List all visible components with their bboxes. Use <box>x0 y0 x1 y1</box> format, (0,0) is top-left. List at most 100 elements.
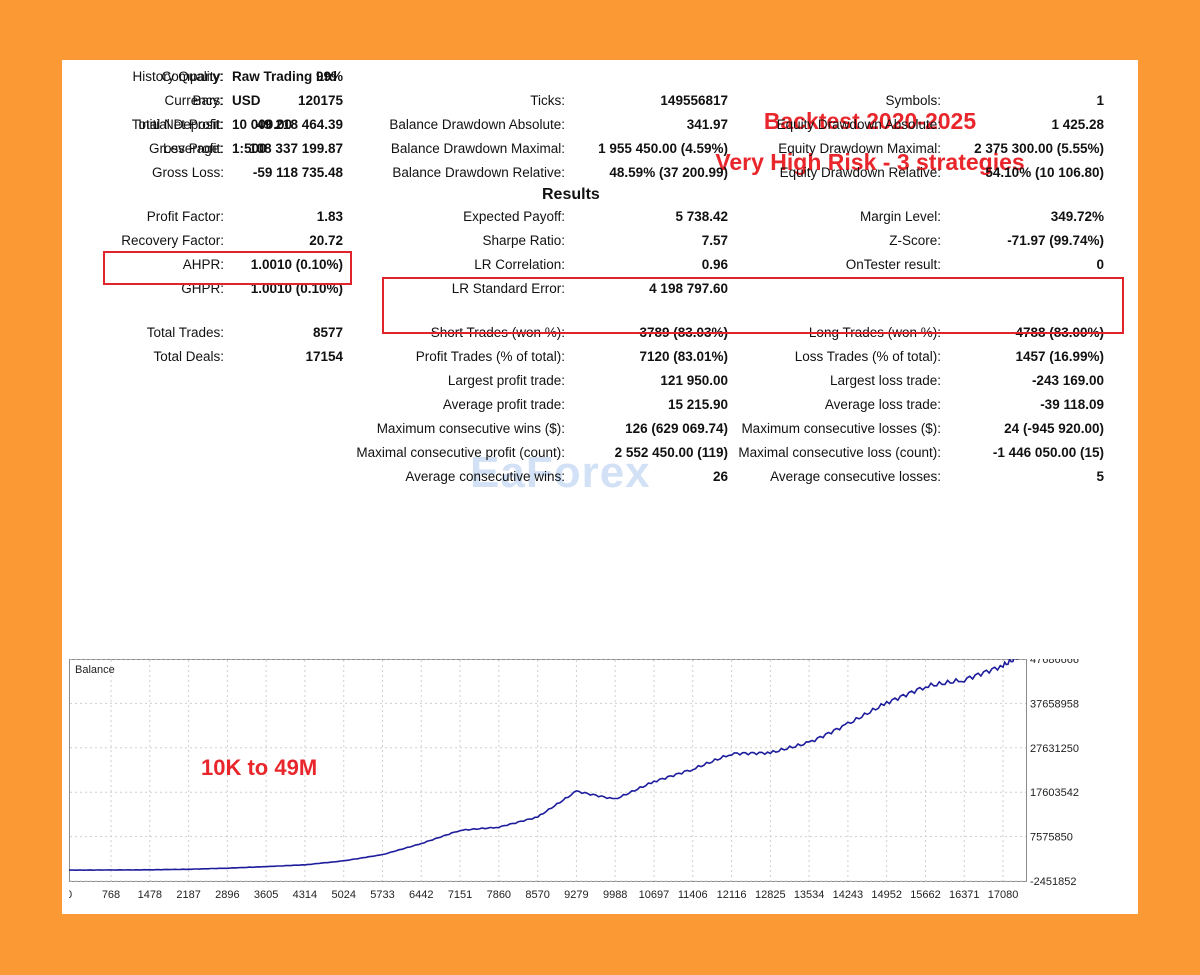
stat-label: Maximal consecutive profit (count): <box>356 445 565 460</box>
stat-label: Maximum consecutive losses ($): <box>741 421 941 436</box>
stat-value: -1 446 050.00 (15) <box>992 445 1104 460</box>
stat-value: 4 198 797.60 <box>649 281 728 296</box>
balance-chart-svg: 0 768 1478 2187 2896 3605 4314 5024 5733 6442 7151… <box>66 649 1079 901</box>
stat-label: Profit Trades (% of total): <box>415 349 565 364</box>
stat-label: Gross Profit: <box>148 141 224 156</box>
stat-value: 341.97 <box>686 117 728 132</box>
stat-value: 5 <box>1096 469 1104 484</box>
stat-label: Maximum consecutive wins ($): <box>376 421 565 436</box>
stat-value: 149556817 <box>660 93 728 108</box>
stat-label: Loss Trades (% of total): <box>794 349 941 364</box>
stat-label: Total Net Profit: <box>131 117 224 132</box>
initial-deposit-label: Initial Deposit: <box>138 117 223 132</box>
stat-value: 1 425.28 <box>1051 117 1104 132</box>
stat-label: Recovery Factor: <box>121 233 224 248</box>
stat-value: 5 738.42 <box>675 209 728 224</box>
stat-label: Expected Payoff: <box>463 209 565 224</box>
stat-label: Average consecutive losses: <box>770 469 941 484</box>
results-title: Results <box>542 186 600 203</box>
stat-value: 7120 (83.01%) <box>639 349 728 364</box>
stat-value: 1.83 <box>316 209 343 224</box>
leverage-value: 1:500 <box>232 141 267 156</box>
stat-label: LR Correlation: <box>474 257 565 272</box>
strategy-report: Company: Raw Trading Ltd Currency: USD I… <box>62 60 1138 914</box>
stat-label: Maximal consecutive loss (count): <box>738 445 941 460</box>
stat-label: Equity Drawdown Relative: <box>779 165 941 180</box>
x-tick-label: 3605 <box>254 889 278 901</box>
stat-label: History Quality: <box>132 69 224 84</box>
highlight-net-profit <box>103 251 352 285</box>
stat-value: 17154 <box>305 349 343 364</box>
stat-value: -243 169.00 <box>1031 373 1104 388</box>
stat-value: 121 950.00 <box>660 373 728 388</box>
x-tick-label: 7151 <box>448 889 472 901</box>
x-tick-label: 8570 <box>525 889 549 901</box>
stat-label: Equity Drawdown Absolute: <box>776 117 941 132</box>
x-tick-label: 9988 <box>603 889 627 901</box>
currency-value: USD <box>232 93 261 108</box>
stat-value: 1.0010 (0.10%) <box>250 257 343 272</box>
stat-value: 54.10% (10 106.80) <box>985 165 1104 180</box>
x-tick-label: 12116 <box>717 889 747 901</box>
stat-label: Bars: <box>192 93 224 108</box>
chart-frame <box>69 659 1027 882</box>
x-tick-label: 0 <box>69 889 72 901</box>
chart-annotation: 10K to 49M <box>201 755 317 780</box>
x-tick-label: 11406 <box>678 889 708 901</box>
x-tick-label: 16371 <box>949 889 980 901</box>
x-tick-label: 2187 <box>176 889 200 901</box>
stat-label: Largest loss trade: <box>829 373 941 388</box>
x-tick-label: 17080 <box>988 889 1019 901</box>
y-tick-label: 37658958 <box>1030 698 1079 710</box>
stat-value: 24 (-945 920.00) <box>1004 421 1104 436</box>
x-tick-label: 7860 <box>487 889 511 901</box>
stat-value: 349.72% <box>1050 209 1104 224</box>
stat-value: 1 955 450.00 (4.59%) <box>598 141 728 156</box>
banner-title: Backtest 2020-2025 <box>763 108 977 134</box>
stat-value: 0.96 <box>701 257 728 272</box>
y-tick-label: 17603542 <box>1030 787 1079 799</box>
y-tick-label: 7575850 <box>1030 832 1073 844</box>
watermark-logo: EaForex <box>470 448 651 497</box>
x-tick-label: 15662 <box>910 889 941 901</box>
balance-line <box>68 649 1027 872</box>
stat-label: Z-Score: <box>889 233 941 248</box>
stat-label: Total Deals: <box>153 349 224 364</box>
chart-title: Balance <box>75 664 115 676</box>
y-tick-label: 47686666 <box>1030 659 1079 666</box>
x-tick-label: 14243 <box>833 889 864 901</box>
x-tick-label: 12825 <box>755 889 786 901</box>
stat-label: Average profit trade: <box>442 397 565 412</box>
stat-label: Balance Drawdown Relative: <box>392 165 565 180</box>
stat-label: Gross Loss: <box>151 165 224 180</box>
stat-label: Profit Factor: <box>146 209 224 224</box>
stat-value: 2 552 450.00 (119) <box>614 445 728 460</box>
stat-label: AHPR: <box>182 257 224 272</box>
stat-value: 108 337 199.87 <box>249 141 343 156</box>
stat-value: 1457 (16.99%) <box>1015 349 1104 364</box>
x-tick-label: 14952 <box>871 889 902 901</box>
stat-label: Ticks: <box>530 93 565 108</box>
x-tick-label: 1478 <box>138 889 162 901</box>
stat-value: 2 375 300.00 (5.55%) <box>974 141 1104 156</box>
stat-label: Sharpe Ratio: <box>482 233 565 248</box>
stat-label: Average loss trade: <box>824 397 941 412</box>
stat-label: Symbols: <box>885 93 941 108</box>
x-tick-label: 5024 <box>331 889 355 901</box>
stat-label: Total Trades: <box>146 325 224 340</box>
x-tick-label: 4314 <box>293 889 317 901</box>
x-tick-label: 6442 <box>409 889 433 901</box>
initial-deposit-value: 10 000.00 <box>232 117 293 132</box>
stat-label: Equity Drawdown Maximal: <box>778 141 941 156</box>
stat-label: Largest profit trade: <box>447 373 565 388</box>
leverage-label: Leverage: <box>162 141 223 156</box>
x-tick-label: 768 <box>102 889 120 901</box>
stat-value: 8577 <box>312 325 343 340</box>
stat-value: 48.59% (37 200.99) <box>609 165 728 180</box>
stat-label: OnTester result: <box>845 257 941 272</box>
stat-value: 49 218 464.39 <box>256 117 343 132</box>
y-tick-label: -2451852 <box>1030 876 1077 888</box>
stat-label: Balance Drawdown Absolute: <box>389 117 565 132</box>
stat-label: Balance Drawdown Maximal: <box>390 141 565 156</box>
stat-value: -39 118.09 <box>1040 397 1104 412</box>
